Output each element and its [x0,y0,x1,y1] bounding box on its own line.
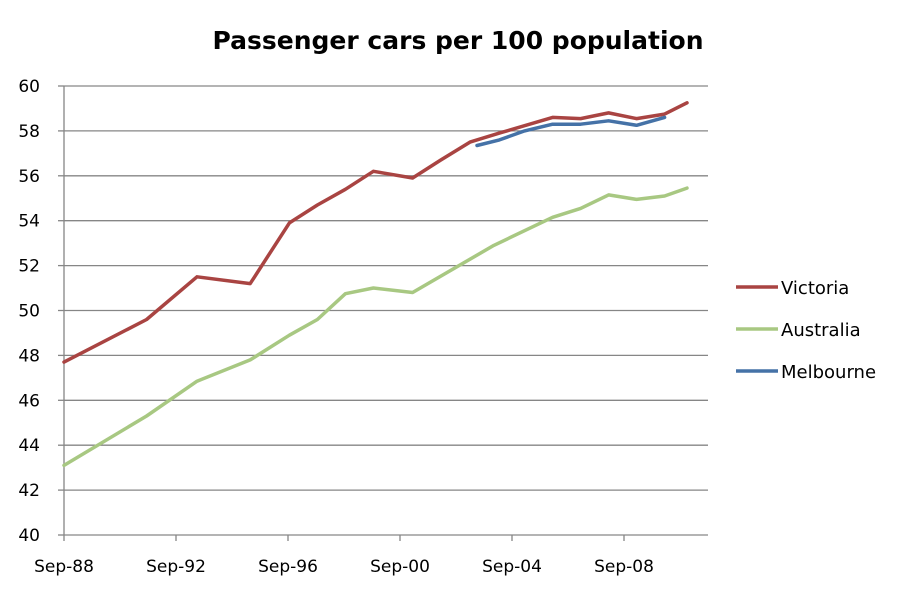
x-tick-label: Sep-88 [34,557,94,577]
y-tick-label: 56 [18,167,40,187]
legend-label: Melbourne [781,362,876,383]
legend-label: Victoria [781,278,849,299]
legend-item-melbourne: Melbourne [736,362,876,383]
series-lines [62,101,689,468]
x-tick-label: Sep-08 [594,557,654,577]
y-tick-label: 60 [18,77,40,97]
y-tick-label: 40 [18,526,40,546]
x-tick-label: Sep-92 [146,557,206,577]
chart-title: Passenger cars per 100 population [213,26,704,55]
x-tick-label: Sep-04 [482,557,542,577]
x-axis-tick-labels: Sep-88 Sep-92 Sep-96 Sep-00 Sep-04 Sep-08 [34,557,654,577]
series-line-australia [62,186,689,468]
legend-item-victoria: Victoria [736,278,849,299]
series-line-victoria [62,101,689,364]
series-line-melbourne [475,115,667,148]
legend-item-australia: Australia [736,320,861,341]
x-tick-label: Sep-00 [370,557,430,577]
y-tick-label: 46 [18,391,40,411]
y-tick-label: 52 [18,257,40,277]
y-tick-label: 42 [18,481,40,501]
axes [58,85,708,541]
x-tick-label: Sep-96 [258,557,318,577]
y-tick-label: 58 [18,122,40,142]
y-tick-label: 54 [18,212,40,232]
y-tick-label: 44 [18,436,40,456]
y-tick-label: 50 [18,302,40,322]
y-axis-tick-labels: 40 42 44 46 48 50 52 54 56 58 60 [18,77,40,546]
y-tick-label: 48 [18,346,40,366]
legend: Victoria Australia Melbourne [736,278,876,383]
legend-label: Australia [781,320,861,341]
